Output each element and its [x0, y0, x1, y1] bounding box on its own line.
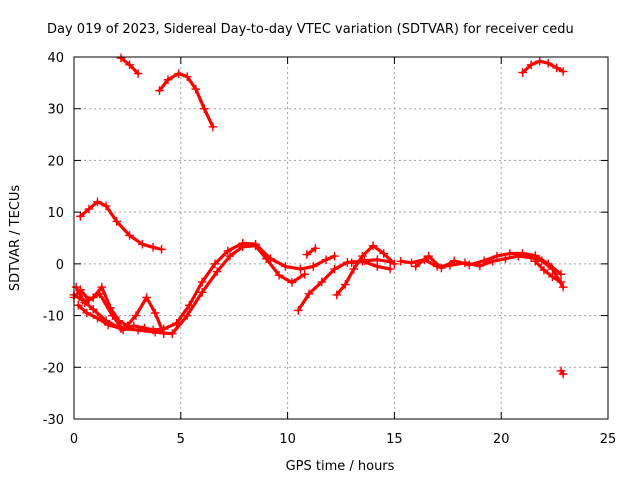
x-tick-label: 15 — [386, 432, 403, 447]
series-arc-2 — [155, 69, 218, 132]
series-arc-13 — [411, 249, 566, 279]
y-axis-label: SDTVAR / TECUs — [8, 185, 23, 292]
x-tick-label: 20 — [493, 432, 510, 447]
axis-ticks — [73, 56, 609, 420]
y-tick-label: 40 — [47, 51, 64, 66]
chart-title: Day 019 of 2023, Sidereal Day-to-day VTE… — [47, 22, 574, 37]
y-tick-label: 0 — [56, 258, 64, 273]
series-arc-15 — [518, 56, 568, 77]
series-arc-10 — [347, 255, 395, 268]
series-line — [72, 288, 166, 336]
data-series — [69, 53, 568, 379]
series-line — [72, 244, 307, 336]
x-tick-label: 10 — [279, 432, 296, 447]
series-line — [350, 258, 392, 265]
series-arc-3 — [76, 197, 166, 254]
x-tick-label: 25 — [600, 432, 617, 447]
x-tick-label: 5 — [177, 432, 185, 447]
series-line — [296, 259, 392, 312]
y-tick-label: 20 — [47, 154, 64, 169]
y-tick-label: -30 — [43, 413, 64, 428]
series-line — [305, 246, 317, 257]
x-tick-labels: 0 5 10 15 20 25 — [70, 432, 616, 447]
y-tick-label: 10 — [47, 206, 64, 221]
x-tick-label: 0 — [70, 432, 78, 447]
series-arc-14 — [531, 256, 566, 287]
y-tick-label: 30 — [47, 103, 64, 118]
series-arc-9 — [332, 241, 399, 300]
y-tick-label: -10 — [43, 310, 64, 325]
y-tick-labels: -30 -20 -10 0 10 20 30 40 — [43, 51, 64, 428]
x-axis-label: GPS time / hours — [286, 459, 395, 474]
series-line — [414, 251, 563, 276]
series-arc-1 — [116, 53, 143, 78]
series-arc-11 — [302, 244, 320, 259]
y-tick-label: -20 — [43, 361, 64, 376]
series-arc-16 — [556, 366, 568, 379]
series-line — [76, 241, 337, 332]
plot-border — [73, 56, 609, 420]
series-line — [533, 259, 563, 284]
grid — [74, 57, 608, 419]
